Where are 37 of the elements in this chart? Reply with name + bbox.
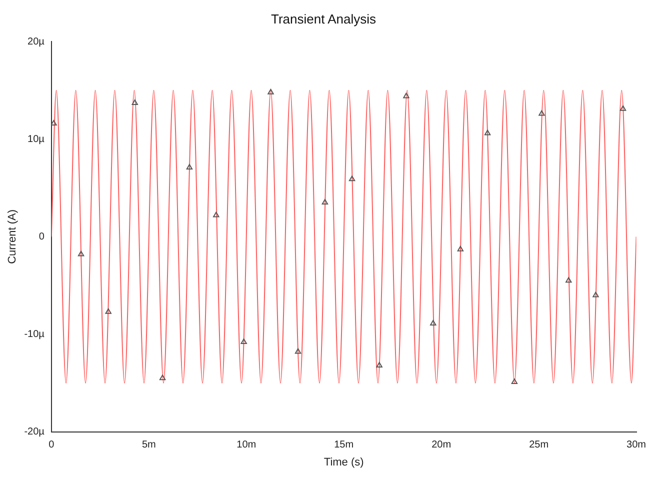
point bbox=[511, 378, 518, 384]
x-tick-label: 5m bbox=[142, 440, 156, 451]
point bbox=[213, 212, 220, 218]
x-tick-label: 15m bbox=[334, 440, 354, 451]
point bbox=[105, 308, 112, 314]
point bbox=[132, 100, 138, 106]
point bbox=[484, 130, 491, 136]
y-tick-label: -10µ bbox=[24, 329, 45, 340]
point bbox=[78, 250, 84, 256]
point bbox=[240, 338, 247, 344]
point bbox=[322, 199, 328, 205]
point bbox=[538, 110, 545, 116]
y-tick-label: 0 bbox=[38, 231, 45, 242]
point bbox=[51, 120, 57, 126]
point bbox=[268, 88, 274, 94]
point bbox=[348, 176, 356, 182]
point bbox=[430, 320, 436, 326]
x-tick-label: 25m bbox=[529, 440, 549, 451]
point bbox=[620, 105, 626, 111]
y-tick-label: 10µ bbox=[28, 134, 45, 145]
y-axis-title: Current (A) bbox=[6, 209, 19, 264]
point bbox=[403, 92, 410, 98]
point bbox=[186, 164, 193, 170]
x-tick-label: 10m bbox=[236, 440, 256, 451]
x-tick-label: 20m bbox=[432, 440, 452, 451]
y-tick-label: 20µ bbox=[28, 36, 45, 48]
y-tick-label: -20µ bbox=[24, 426, 45, 438]
x-tick-label: 30m bbox=[626, 440, 646, 451]
x-axis-title: Time (s) bbox=[324, 456, 364, 468]
point bbox=[376, 362, 382, 368]
chart-title: Transient Analysis bbox=[270, 11, 376, 26]
point bbox=[294, 348, 302, 354]
point bbox=[566, 277, 572, 283]
point bbox=[457, 246, 464, 252]
point bbox=[159, 374, 166, 380]
point bbox=[592, 292, 599, 298]
x-tick-label: 0 bbox=[48, 440, 55, 451]
